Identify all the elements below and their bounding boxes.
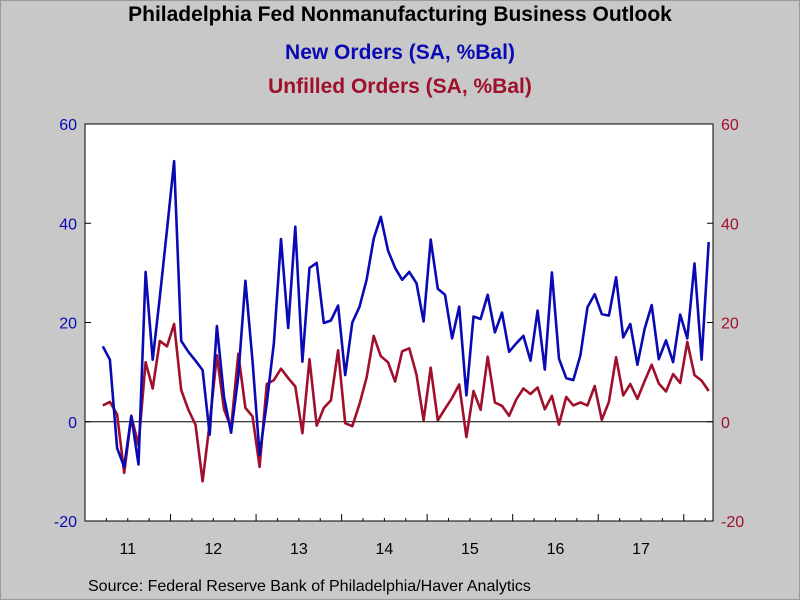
y-left-tick-label: 0	[68, 415, 77, 432]
y-right-tick-label: 20	[721, 316, 739, 333]
x-tick-label: 17	[632, 541, 650, 558]
y-right-tick-label: 40	[721, 216, 739, 233]
y-right-tick-label: -20	[721, 514, 744, 531]
series-layer	[101, 159, 710, 483]
x-tick-label: 13	[290, 541, 308, 558]
chart-subtitle-unfilled-orders: Unfilled Orders (SA, %Bal)	[268, 75, 532, 98]
x-tick-label: 16	[547, 541, 565, 558]
y-right-tick-label: 0	[721, 415, 730, 432]
y-right-tick-label: 60	[721, 117, 739, 134]
x-tick-label: 12	[204, 541, 222, 558]
y-left-tick-label: 60	[59, 117, 77, 134]
series-line-new-orders	[101, 159, 710, 469]
x-tick-label: 14	[375, 541, 393, 558]
x-tick-label: 15	[461, 541, 479, 558]
x-tick-label: 11	[119, 541, 136, 558]
y-left-tick-label: 40	[59, 216, 77, 233]
source-note: Source: Federal Reserve Bank of Philadel…	[88, 578, 531, 595]
plot-border	[84, 123, 714, 522]
y-left-tick-label: 20	[59, 316, 77, 333]
chart-subtitle-new-orders: New Orders (SA, %Bal)	[285, 41, 515, 64]
plot-area	[85, 124, 713, 521]
chart-title: Philadelphia Fed Nonmanufacturing Busine…	[128, 3, 672, 26]
y-left-tick-label: -20	[54, 514, 77, 531]
series-line-unfilled-orders	[102, 322, 710, 483]
